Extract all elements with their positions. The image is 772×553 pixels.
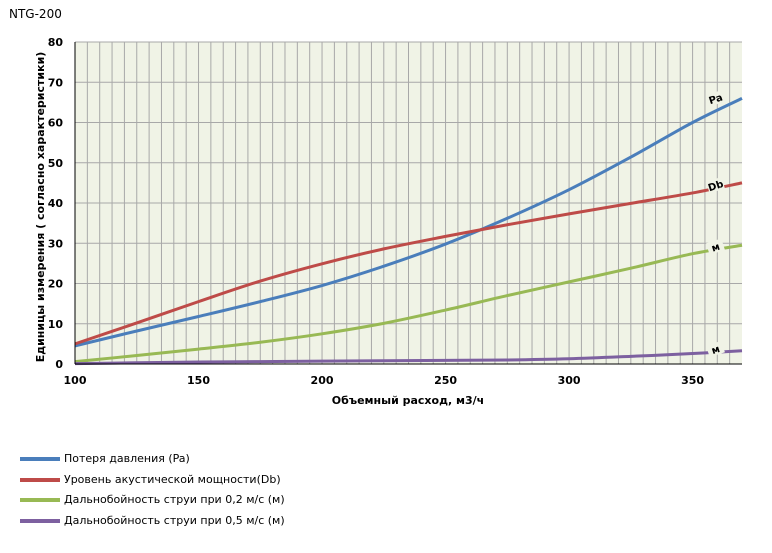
axes (74, 42, 742, 365)
series-end-label: м (710, 242, 721, 255)
series-lines (74, 97, 743, 366)
y-tick-label: 60 (48, 117, 64, 130)
line-chart: Pa Db м м 100 150 200 250 300 350 0 10 20 30 40 50 60 7… (34, 36, 743, 407)
series-end-label-group: м (706, 340, 725, 358)
legend-label: Дальнобойность струи при 0,2 м/с (м) (64, 493, 285, 506)
x-tick-label: 250 (434, 374, 457, 387)
legend-swatch (20, 498, 60, 502)
series-line-4 (74, 349, 743, 366)
x-tick-label: 300 (558, 374, 581, 387)
x-tick-label: 350 (681, 374, 704, 387)
chart-title: NTG-200 (9, 7, 62, 21)
series-end-label-bg (706, 176, 725, 194)
y-axis-title: Единицы измерения ( согласно характерист… (34, 52, 47, 363)
series-end-label: Pa (708, 92, 725, 107)
legend-swatch (20, 518, 60, 523)
series-end-label: Db (707, 179, 725, 194)
x-tick-label: 100 (64, 374, 87, 387)
series-line-3 (74, 243, 743, 364)
series-end-labels: Pa Db м м (706, 90, 725, 358)
y-tick-label: 10 (48, 318, 64, 331)
series-end-label-group: м (706, 238, 725, 255)
y-tick-labels: 0 10 20 30 40 50 60 70 80 (48, 36, 64, 371)
legend-label: Потеря давления (Pa) (64, 452, 190, 465)
series-line-2 (74, 181, 743, 346)
series-end-label-bg (706, 90, 725, 107)
y-tick-label: 20 (48, 278, 64, 291)
y-tick-label: 50 (48, 157, 64, 170)
legend-label: Уровень акустической мощности(Db) (64, 472, 281, 486)
x-tick-labels: 100 150 200 250 300 350 (64, 374, 705, 387)
series-end-label-group: Db (706, 176, 725, 194)
y-tick-label: 30 (48, 237, 64, 250)
y-tick-label: 40 (48, 197, 64, 210)
series-end-label: м (710, 344, 721, 357)
series-line-1 (74, 97, 743, 348)
y-tick-label: 70 (48, 76, 64, 89)
series-end-label-bg (706, 238, 725, 255)
y-tick-label: 80 (48, 36, 64, 49)
x-tick-label: 150 (187, 374, 210, 387)
legend-label: Дальнобойность струи при 0,5 м/с (м) (64, 513, 285, 527)
series-end-label-bg (706, 340, 725, 358)
y-tick-label: 0 (55, 358, 63, 371)
x-tick-label: 200 (311, 374, 334, 387)
series-end-label-group: Pa (706, 90, 725, 107)
x-axis-title: Объемный расход, м3/ч (332, 394, 484, 407)
legend-swatch (20, 457, 60, 461)
legend-swatch (20, 477, 60, 482)
